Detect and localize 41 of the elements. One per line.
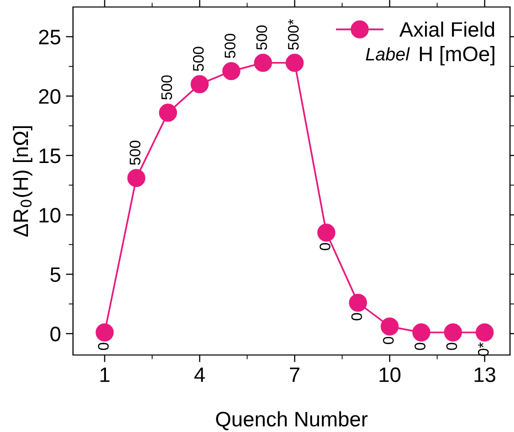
annotation: 500* [288, 19, 299, 50]
point [158, 104, 178, 122]
annotation: 500 [161, 75, 172, 100]
annotation: 500 [130, 140, 140, 165]
x-axis-title: Quench Number [216, 411, 368, 430]
y-axis-title: ΔR$_{0}$(H) [nΩ] [12, 126, 32, 237]
y-tick-label: 15 [40, 148, 60, 164]
annotation: 500 [224, 34, 236, 58]
y-tick-label: 20 [39, 89, 60, 104]
x-tick-label: 4 [194, 368, 205, 382]
point [348, 294, 368, 312]
annotation: 0 [382, 336, 394, 344]
y-tick-label: 10 [40, 208, 60, 223]
point [476, 323, 494, 342]
point [380, 317, 399, 336]
point [286, 54, 304, 72]
x-tick-label: 1 [100, 368, 110, 382]
annotation: 0 [414, 342, 426, 350]
point [96, 323, 114, 342]
annotation: 0 [446, 342, 458, 350]
y-tick-label: 5 [50, 267, 60, 282]
x-tick-label: 13 [474, 367, 496, 382]
point [317, 224, 336, 242]
annotation: H [mOe] [420, 46, 494, 66]
annotation: 0 [351, 313, 362, 320]
annotation: 500 [192, 46, 204, 72]
point [222, 62, 240, 80]
point [127, 169, 146, 188]
annotation: 0 [320, 242, 330, 250]
point [444, 323, 462, 342]
x-tick-label: 10 [380, 367, 400, 382]
x-tick-label: 7 [290, 368, 300, 382]
point [190, 75, 209, 94]
point [412, 323, 430, 342]
y-tick-label: 0 [50, 326, 60, 342]
legend-label: Axial Field [399, 22, 494, 37]
annotation: 500 [256, 25, 268, 50]
y-tick-label: 25 [39, 30, 60, 44]
annotation: Label [366, 47, 410, 61]
point [254, 54, 272, 72]
annotation: 0 [98, 342, 109, 350]
